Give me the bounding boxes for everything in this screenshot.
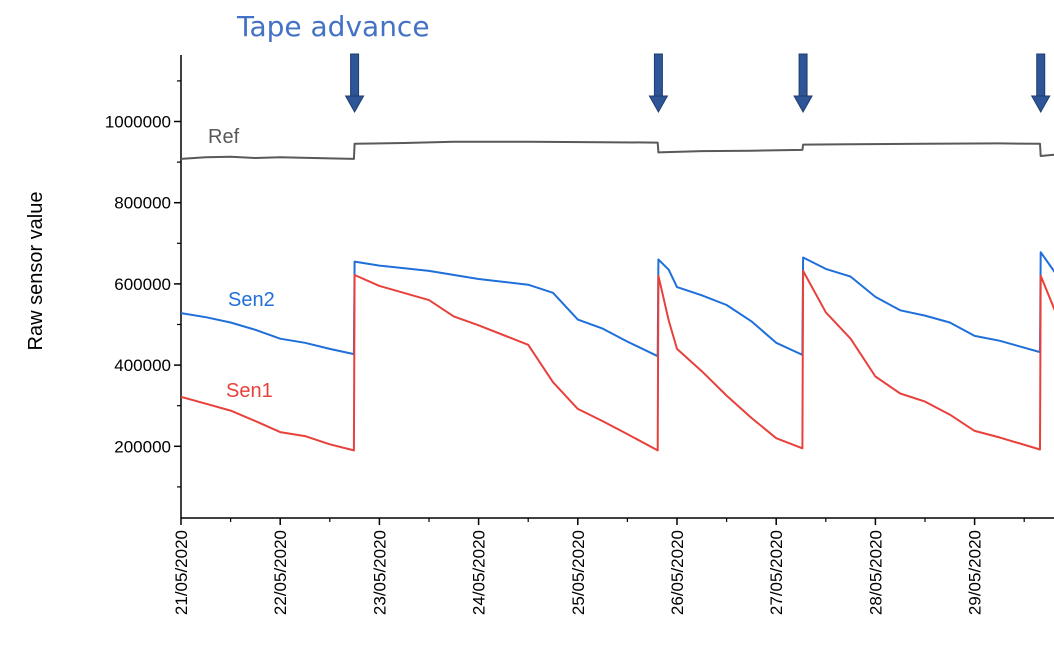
x-tick-label: 22/05/2020 [271, 530, 290, 615]
series-line-sen1 [181, 269, 1054, 452]
x-tick-label: 26/05/2020 [668, 530, 687, 615]
x-tick-label: 29/05/2020 [966, 530, 985, 615]
y-axis-label: Raw sensor value [25, 192, 47, 351]
y-tick-label: 200000 [114, 437, 171, 456]
tape-advance-annotation: Tape advance [236, 10, 430, 43]
y-tick-label: 1000000 [105, 113, 171, 132]
tape-advance-arrow-icon [793, 53, 813, 114]
series-line-ref [181, 140, 1054, 160]
series-line-sen2 [181, 251, 1054, 358]
tape-advance-arrow-icon [648, 53, 669, 114]
x-tick-label: 24/05/2020 [470, 530, 489, 615]
x-tick-label: 27/05/2020 [767, 530, 786, 615]
x-tick-label: 25/05/2020 [569, 530, 588, 615]
y-tick-label: 400000 [114, 356, 171, 375]
series-label-sen1: Sen1 [226, 380, 273, 402]
x-tick-label: 21/05/2020 [172, 530, 191, 615]
tape-advance-arrow-icon [344, 53, 365, 114]
x-tick-label: 28/05/2020 [866, 530, 885, 615]
x-tick-label: 23/05/2020 [370, 530, 389, 615]
series-label-sen2: Sen2 [228, 289, 275, 311]
y-tick-label: 600000 [114, 275, 171, 294]
y-tick-label: 800000 [114, 194, 171, 213]
tape-advance-arrow-icon [1030, 53, 1051, 114]
series-label-ref: Ref [208, 126, 240, 148]
